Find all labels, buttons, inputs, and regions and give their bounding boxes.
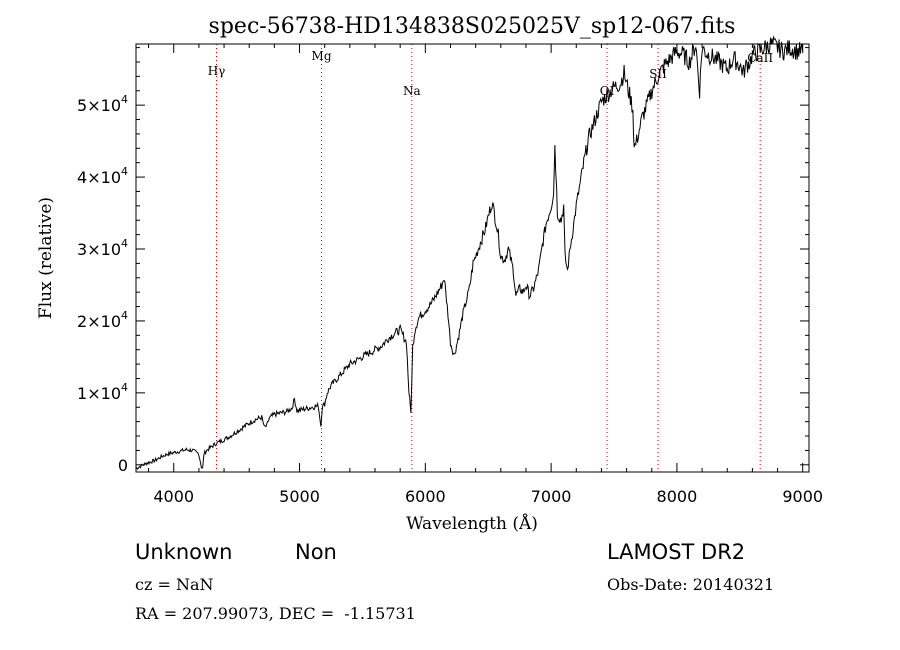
y-tick-exponent-1: 4 <box>121 381 128 394</box>
y-tick-mantissa-1: 1×10 <box>77 384 121 403</box>
redshift-value: cz = NaN <box>135 575 214 594</box>
y-tick-mantissa-5: 5×10 <box>77 96 121 115</box>
x-axis-ticks: 4000 5000 6000 7000 8000 9000 <box>148 44 823 506</box>
y-tick-label-3: 3×104 <box>77 237 128 259</box>
line-label-0: Hγ <box>208 64 226 78</box>
line-label-5: CaII <box>747 51 773 65</box>
y-tick-mantissa-3: 3×10 <box>77 240 121 259</box>
x-tick-label-3: 7000 <box>531 487 572 506</box>
x-tick-label-2: 6000 <box>405 487 446 506</box>
y-tick-label-0: 0 <box>118 456 128 475</box>
chart-title: spec-56738-HD134838S025025V_sp12-067.fit… <box>209 14 736 39</box>
observation-date: Obs-Date: 20140321 <box>607 575 775 594</box>
line-label-2: Na <box>403 84 421 98</box>
plot-frame <box>135 43 810 473</box>
y-tick-exponent-3: 4 <box>121 237 128 250</box>
x-tick-label-0: 4000 <box>153 487 194 506</box>
y-tick-label-2: 2×104 <box>77 309 128 331</box>
y-tick-label-5: 5×104 <box>77 93 128 115</box>
y-tick-label-4: 4×104 <box>77 165 128 187</box>
y-tick-exponent-2: 4 <box>121 309 128 322</box>
x-tick-label-4: 8000 <box>657 487 698 506</box>
y-tick-mantissa-2: 2×10 <box>77 312 121 331</box>
spectrum-series <box>135 35 804 470</box>
x-tick-label-5: 9000 <box>782 487 823 506</box>
y-tick-mantissa-0: 0 <box>118 456 128 475</box>
coordinates: RA = 207.99073, DEC = -1.15731 <box>135 604 416 623</box>
x-axis-label: Wavelength (Å) <box>406 513 538 534</box>
y-tick-label-1: 1×104 <box>77 381 128 403</box>
y-tick-exponent-4: 4 <box>121 165 128 178</box>
survey-name: LAMOST DR2 <box>607 540 746 564</box>
x-tick-label-1: 5000 <box>279 487 320 506</box>
y-tick-exponent-5: 4 <box>121 93 128 106</box>
spectrum-chart: spec-56738-HD134838S025025V_sp12-067.fit… <box>36 14 823 534</box>
object-class: Unknown <box>135 540 233 564</box>
spectrum-line-0 <box>135 35 804 470</box>
y-tick-mantissa-4: 4×10 <box>77 168 121 187</box>
line-label-1: Mg <box>312 49 332 63</box>
object-subclass: Non <box>295 540 337 564</box>
y-axis-label: Flux (relative) <box>36 197 56 319</box>
line-label-4: SII <box>649 67 667 81</box>
